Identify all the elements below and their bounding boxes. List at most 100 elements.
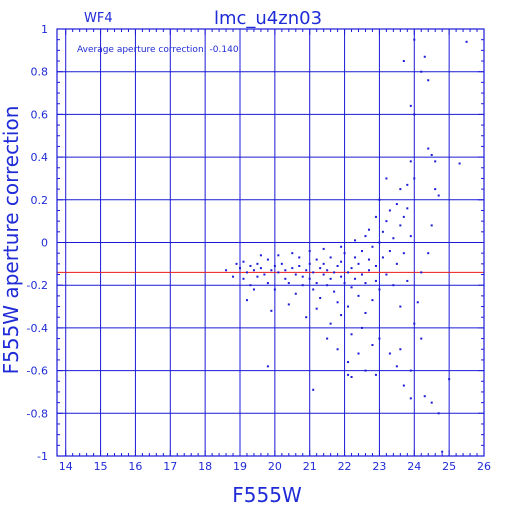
y-tick-label: -0.4 bbox=[27, 322, 48, 335]
data-point bbox=[252, 288, 255, 291]
data-point bbox=[315, 307, 318, 310]
data-point bbox=[298, 264, 301, 267]
x-tick-label: 14 bbox=[59, 460, 73, 473]
data-points bbox=[225, 38, 468, 453]
data-point bbox=[395, 365, 398, 368]
data-point bbox=[340, 260, 343, 263]
data-point bbox=[312, 388, 315, 391]
data-point bbox=[364, 235, 367, 238]
data-point bbox=[270, 269, 273, 272]
grid-lines bbox=[57, 29, 484, 456]
data-point bbox=[371, 343, 374, 346]
data-point bbox=[420, 70, 423, 73]
data-point bbox=[367, 228, 370, 231]
data-point bbox=[392, 237, 395, 240]
data-point bbox=[294, 273, 297, 276]
data-point bbox=[340, 245, 343, 248]
data-point bbox=[329, 277, 332, 280]
y-tick-labels: -1 -0.8 -0.6 -0.4 -0.2 0 0.2 0.4 0.6 0.8 1 bbox=[27, 23, 48, 463]
data-point bbox=[364, 369, 367, 372]
data-point bbox=[315, 282, 318, 285]
x-tick-label: 22 bbox=[338, 460, 352, 473]
data-point bbox=[371, 245, 374, 248]
data-point bbox=[245, 271, 248, 274]
data-point bbox=[367, 269, 370, 272]
data-point bbox=[458, 162, 461, 165]
data-point bbox=[336, 301, 339, 304]
data-point bbox=[245, 299, 248, 302]
data-point bbox=[374, 215, 377, 218]
data-point bbox=[308, 277, 311, 280]
tick-marks bbox=[57, 28, 485, 457]
data-point bbox=[399, 305, 402, 308]
data-point bbox=[388, 352, 391, 355]
x-tick-label: 15 bbox=[94, 460, 108, 473]
data-point bbox=[287, 303, 290, 306]
data-point bbox=[430, 153, 433, 156]
y-tick-label: 0.8 bbox=[31, 66, 49, 79]
x-tick-label: 23 bbox=[372, 460, 386, 473]
data-point bbox=[420, 271, 423, 274]
data-point bbox=[354, 256, 357, 259]
y-tick-label: 1 bbox=[41, 23, 48, 36]
data-point bbox=[413, 113, 416, 116]
data-point bbox=[232, 275, 235, 278]
data-point bbox=[259, 267, 262, 270]
data-point bbox=[409, 397, 412, 400]
data-point bbox=[395, 203, 398, 206]
data-point bbox=[263, 273, 266, 276]
data-point bbox=[305, 269, 308, 272]
data-point bbox=[364, 311, 367, 314]
data-point bbox=[249, 264, 252, 267]
x-tick-label: 19 bbox=[233, 460, 247, 473]
data-point bbox=[406, 207, 409, 210]
data-point bbox=[347, 373, 350, 376]
data-point bbox=[322, 262, 325, 265]
data-point bbox=[441, 450, 444, 453]
data-point bbox=[280, 262, 283, 265]
data-point bbox=[413, 322, 416, 325]
data-point bbox=[388, 209, 391, 212]
data-point bbox=[249, 284, 252, 287]
data-point bbox=[395, 262, 398, 265]
data-point bbox=[385, 177, 388, 180]
data-point bbox=[329, 256, 332, 259]
data-point bbox=[308, 262, 311, 265]
data-point bbox=[427, 79, 430, 82]
data-point bbox=[357, 294, 360, 297]
data-point bbox=[277, 271, 280, 274]
data-point bbox=[413, 38, 416, 41]
data-point bbox=[350, 267, 353, 270]
data-point bbox=[388, 250, 391, 253]
y-tick-label: 0.6 bbox=[31, 108, 49, 121]
y-tick-label: -0.6 bbox=[27, 365, 48, 378]
data-point bbox=[427, 252, 430, 255]
data-point bbox=[266, 258, 269, 261]
data-point bbox=[266, 282, 269, 285]
data-point bbox=[413, 177, 416, 180]
data-point bbox=[402, 252, 405, 255]
data-point bbox=[326, 284, 329, 287]
data-point bbox=[350, 286, 353, 289]
data-point bbox=[354, 277, 357, 280]
data-point bbox=[340, 275, 343, 278]
panel-label: WF4 bbox=[84, 11, 113, 26]
x-tick-label: 20 bbox=[268, 460, 282, 473]
data-point bbox=[357, 262, 360, 265]
data-point bbox=[385, 273, 388, 276]
data-point bbox=[333, 271, 336, 274]
data-point bbox=[437, 412, 440, 415]
data-point bbox=[336, 348, 339, 351]
chart-title: lmc_u4zn03 bbox=[214, 8, 322, 29]
data-point bbox=[423, 395, 426, 398]
data-point bbox=[308, 250, 311, 253]
data-point bbox=[340, 314, 343, 317]
data-point bbox=[374, 279, 377, 282]
data-point bbox=[291, 267, 294, 270]
x-tick-label: 21 bbox=[303, 460, 317, 473]
x-axis-label: F555W bbox=[232, 483, 302, 507]
data-point bbox=[326, 269, 329, 272]
data-point bbox=[343, 282, 346, 285]
data-point bbox=[434, 188, 437, 191]
